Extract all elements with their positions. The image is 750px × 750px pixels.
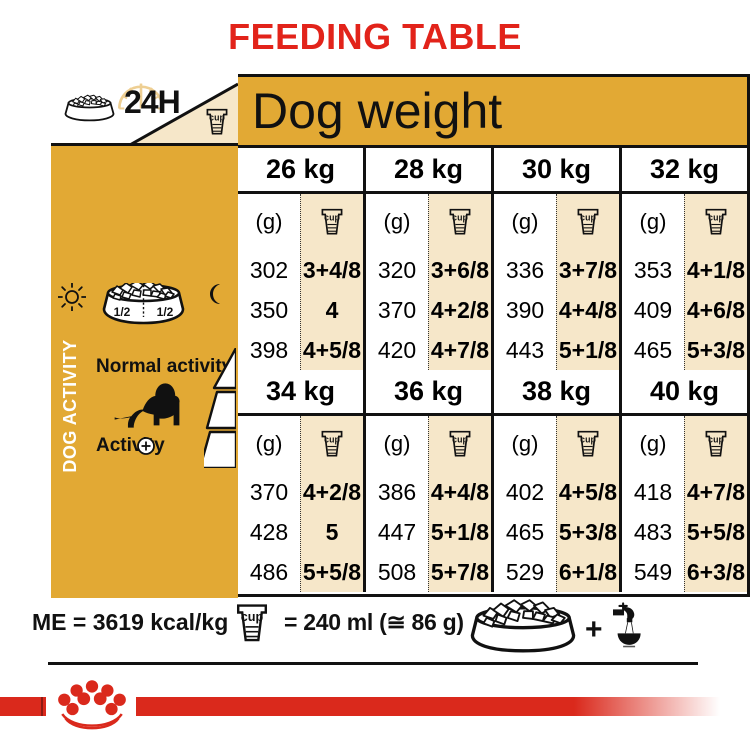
svg-text:1/2: 1/2 bbox=[157, 305, 174, 319]
svg-text:1/2: 1/2 bbox=[114, 305, 131, 319]
svg-text:cup: cup bbox=[209, 113, 225, 123]
svg-text:cup: cup bbox=[452, 212, 468, 222]
svg-text:cup: cup bbox=[708, 434, 724, 444]
svg-text:cup: cup bbox=[452, 434, 468, 444]
svg-text:cup: cup bbox=[324, 434, 340, 444]
svg-text:cup: cup bbox=[580, 212, 596, 222]
svg-text:cup: cup bbox=[241, 610, 264, 624]
svg-text:cup: cup bbox=[580, 434, 596, 444]
svg-text:cup: cup bbox=[708, 212, 724, 222]
svg-text:cup: cup bbox=[324, 212, 340, 222]
